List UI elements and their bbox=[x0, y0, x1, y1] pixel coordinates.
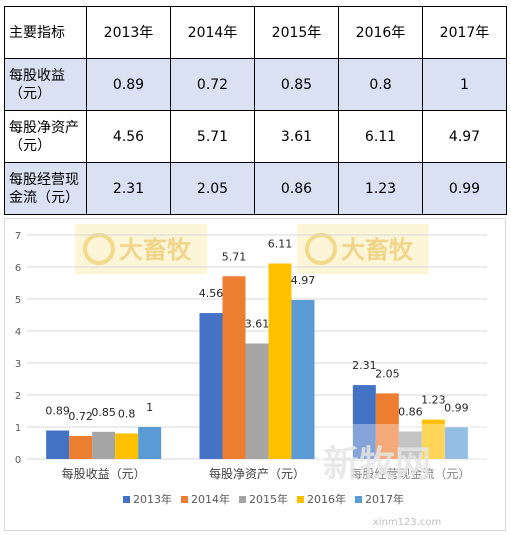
data-label: 5.71 bbox=[222, 250, 247, 263]
table-header-cell: 2013年 bbox=[86, 6, 171, 59]
table-header-cell: 2014年 bbox=[170, 6, 255, 59]
table-cell: 2.05 bbox=[170, 162, 255, 215]
row-label: 每股净资产 （元） bbox=[4, 110, 87, 163]
site-watermark-url: xinm123.com bbox=[373, 517, 441, 528]
legend-label: 2017年 bbox=[365, 492, 404, 506]
data-label: 0.99 bbox=[444, 401, 469, 414]
table-cell: 0.86 bbox=[254, 162, 339, 215]
table-row: 每股经营现 金流（元） 2.31 2.05 0.86 1.23 0.99 bbox=[4, 162, 507, 215]
y-tick-label: 5 bbox=[15, 295, 21, 306]
data-label: 0.86 bbox=[398, 405, 423, 418]
table-header-cell: 2015年 bbox=[254, 6, 339, 59]
watermark-logo-bg bbox=[75, 224, 207, 274]
bar bbox=[245, 343, 269, 459]
data-label: 4.56 bbox=[199, 287, 224, 300]
legend-label: 2013年 bbox=[133, 492, 172, 506]
data-label: 3.61 bbox=[245, 317, 270, 330]
table-header-row: 主要指标 2013年 2014年 2015年 2016年 2017年 bbox=[4, 6, 507, 59]
table-cell: 5.71 bbox=[170, 110, 255, 163]
table-row: 每股收益 （元） 0.89 0.72 0.85 0.8 1 bbox=[4, 58, 507, 111]
bar bbox=[46, 430, 70, 459]
table-cell: 1 bbox=[422, 58, 507, 111]
data-label: 0.8 bbox=[118, 407, 136, 420]
table-header-cell: 2017年 bbox=[422, 6, 507, 59]
bar bbox=[398, 431, 422, 459]
bar bbox=[222, 276, 246, 459]
bar bbox=[115, 433, 139, 459]
bar bbox=[138, 427, 162, 459]
legend-label: 2015年 bbox=[249, 492, 288, 506]
table-cell: 3.61 bbox=[254, 110, 339, 163]
y-tick-label: 7 bbox=[15, 231, 21, 242]
site-watermark-bg bbox=[317, 424, 499, 486]
table-cell: 4.97 bbox=[422, 110, 507, 163]
watermark-logo-text: 大畜牧 bbox=[341, 236, 414, 264]
bar bbox=[352, 385, 376, 459]
data-label: 2.31 bbox=[352, 359, 377, 372]
row-label: 每股经营现 金流（元） bbox=[4, 162, 87, 215]
table-cell: 0.8 bbox=[338, 58, 423, 111]
table-row: 每股净资产 （元） 4.56 5.71 3.61 6.11 4.97 bbox=[4, 110, 507, 163]
y-tick-label: 0 bbox=[15, 455, 21, 466]
bar bbox=[199, 313, 223, 459]
x-tick-label: 每股收益（元） bbox=[62, 466, 146, 481]
bar bbox=[268, 263, 292, 459]
row-label: 每股收益 （元） bbox=[4, 58, 87, 111]
bar-chart: 大畜牧 大畜牧 0 1 2 3 4 5 6 7 每股收益（元） 每股净资产（元） 每股经营现金流（元） 0… bbox=[4, 218, 506, 531]
watermark-logo-text: 大畜牧 bbox=[119, 236, 192, 264]
bar bbox=[375, 393, 399, 459]
legend-swatch bbox=[123, 496, 130, 503]
table-header-cell: 2016年 bbox=[338, 6, 423, 59]
indicator-table: 主要指标 2013年 2014年 2015年 2016年 2017年 每股收益（… bbox=[4, 6, 507, 215]
table-cell: 0.85 bbox=[254, 58, 339, 111]
y-tick-label: 6 bbox=[15, 263, 21, 274]
bar-chart-svg: 大畜牧 大畜牧 0 1 2 3 4 5 6 7 每股收益（元） 每股净资产（元） 每股经营现金流（元） 0… bbox=[15, 224, 499, 528]
data-label: 6.11 bbox=[268, 237, 293, 250]
y-tick-label: 1 bbox=[15, 423, 21, 434]
table-cell: 1.23 bbox=[338, 162, 423, 215]
bar bbox=[92, 431, 116, 459]
bar bbox=[421, 419, 445, 459]
y-tick-label: 2 bbox=[15, 391, 21, 402]
legend-swatch bbox=[297, 496, 304, 503]
legend-swatch bbox=[239, 496, 246, 503]
y-tick-label: 3 bbox=[15, 359, 21, 370]
table-cell: 0.72 bbox=[170, 58, 255, 111]
site-watermark-text: 新牧网 bbox=[323, 444, 431, 485]
bar bbox=[69, 435, 93, 459]
data-label: 4.97 bbox=[291, 274, 316, 287]
x-tick-label: 每股经营现金流（元） bbox=[350, 466, 470, 481]
data-label: 0.89 bbox=[45, 405, 70, 418]
table-cell: 0.89 bbox=[86, 58, 171, 111]
table-cell: 0.99 bbox=[422, 162, 507, 215]
watermark-logo-bg bbox=[297, 224, 429, 274]
data-label: 0.72 bbox=[68, 410, 93, 423]
legend-swatch bbox=[181, 496, 188, 503]
x-tick-label: 每股净资产（元） bbox=[209, 466, 305, 481]
table-header-cell: 主要指标 bbox=[4, 6, 87, 59]
table-cell: 2.31 bbox=[86, 162, 171, 215]
legend-swatch bbox=[355, 496, 362, 503]
data-label: 1 bbox=[146, 401, 153, 414]
data-label: 1.23 bbox=[421, 394, 446, 407]
table-cell: 4.56 bbox=[86, 110, 171, 163]
data-label: 2.05 bbox=[375, 367, 400, 380]
legend-label: 2016年 bbox=[307, 492, 346, 506]
table-cell: 6.11 bbox=[338, 110, 423, 163]
y-tick-label: 4 bbox=[15, 327, 21, 338]
legend-label: 2014年 bbox=[191, 492, 230, 506]
bar bbox=[291, 299, 315, 459]
data-label: 0.85 bbox=[91, 406, 116, 419]
bar bbox=[444, 427, 468, 459]
